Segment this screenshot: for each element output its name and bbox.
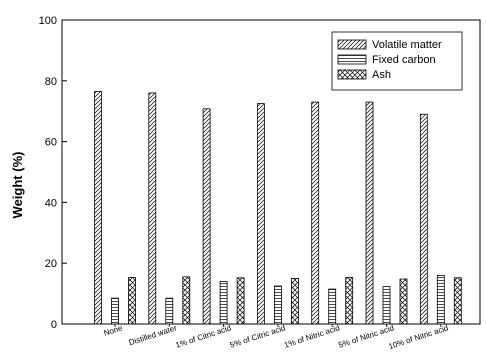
bar-volatile-matter — [148, 92, 157, 325]
bar-series-group — [94, 91, 462, 325]
bar-volatile-matter — [311, 101, 320, 325]
bar-volatile-matter — [202, 108, 211, 325]
y-tick-label: 60 — [45, 137, 57, 149]
bar-ash — [345, 277, 354, 325]
legend-label: Fixed carbon — [372, 54, 436, 66]
bar-fixed-carbon — [436, 274, 445, 325]
x-tick-label: 5% of Nitric acid — [337, 323, 395, 349]
legend-label: Volatile matter — [372, 39, 442, 51]
plot-area — [61, 19, 481, 325]
bar-ash — [399, 278, 408, 325]
legend-swatch — [337, 69, 367, 80]
y-axis-title: Weight (%) — [10, 152, 25, 219]
legend: Volatile matter Fixed carbon Ash — [331, 31, 463, 91]
x-tick-label: Distilled water — [128, 323, 178, 347]
y-tick-label: 100 — [39, 15, 57, 27]
y-tick-label: 80 — [45, 76, 57, 88]
bar-fixed-carbon — [382, 286, 391, 325]
bar-fixed-carbon — [273, 285, 282, 325]
y-tick-label: 40 — [45, 197, 57, 209]
y-tick-label: 20 — [45, 258, 57, 270]
bar-ash — [290, 277, 299, 325]
bar-fixed-carbon — [165, 297, 174, 325]
bar-ash — [453, 277, 462, 325]
legend-swatch — [337, 39, 367, 50]
bar-fixed-carbon — [111, 297, 119, 325]
bar-ash — [236, 277, 245, 325]
bar-fixed-carbon — [328, 288, 337, 325]
bar-volatile-matter — [94, 91, 102, 325]
y-axis: 0 20 40 60 80 100 — [39, 15, 67, 331]
legend-label: Ash — [372, 69, 391, 81]
bar-ash — [128, 277, 136, 325]
bar-volatile-matter — [365, 101, 374, 325]
legend-swatch — [337, 54, 367, 65]
x-tick-label: None — [103, 323, 124, 338]
bar-ash — [182, 276, 191, 325]
bar-volatile-matter — [419, 113, 428, 325]
x-tick-label: 10% of Nitric acid — [387, 323, 449, 351]
y-tick-label: 0 — [51, 319, 57, 331]
bar-volatile-matter — [256, 103, 265, 325]
bar-fixed-carbon — [219, 281, 228, 325]
x-tick-label: 5% of Citric acid — [229, 323, 287, 349]
x-tick-label: 1% of Citric acid — [174, 323, 232, 349]
plot-border — [61, 19, 481, 325]
x-tick-label: 1% of Nitric acid — [283, 323, 341, 349]
